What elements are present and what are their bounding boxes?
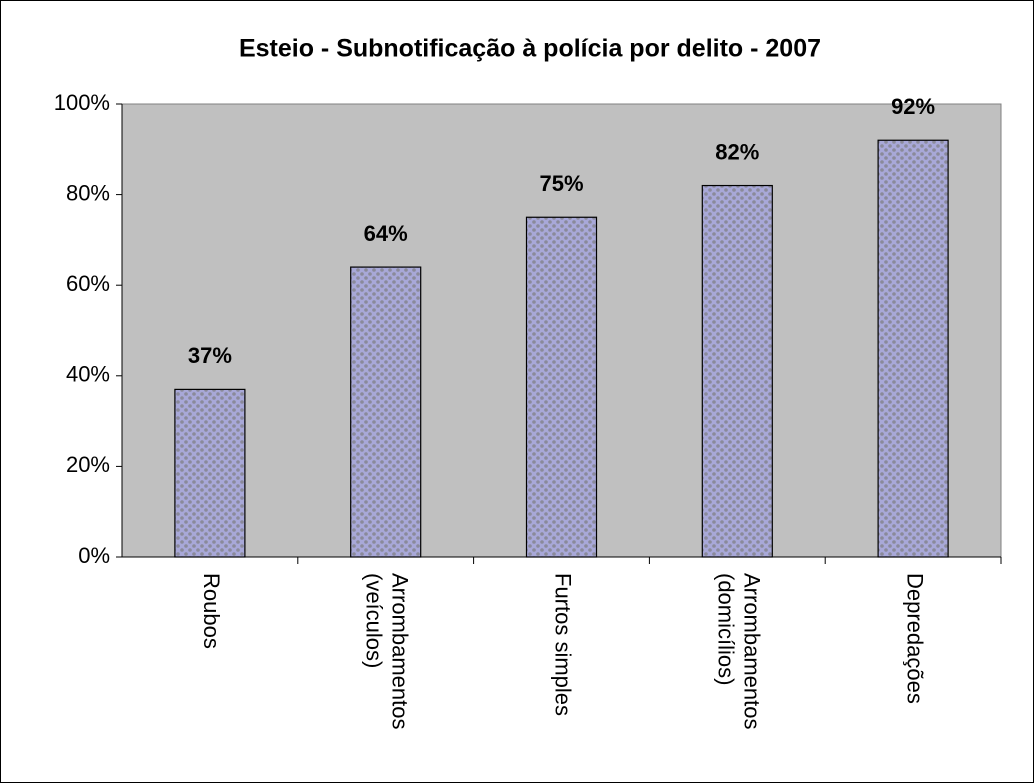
y-tick-label: 20% [66,452,110,477]
bar [877,139,949,558]
y-tick-label: 60% [66,271,110,296]
data-label: 82% [715,139,759,164]
bar [701,184,773,558]
data-label: 64% [364,221,408,246]
y-tick-label: 40% [66,362,110,387]
y-tick-label: 0% [78,543,110,568]
data-label: 37% [188,343,232,368]
bar [525,216,598,558]
chart-title: Esteio - Subnotificação à polícia por de… [239,35,821,63]
x-tick-label: Arrombamentos (veículos) [362,573,413,736]
x-tick-label: Furtos simples [551,573,576,716]
x-tick-label: Roubos [199,573,224,649]
bar [350,266,422,558]
data-label: 92% [891,94,935,119]
x-tick-label: Arrombamentos (domicílios) [713,573,764,736]
x-tick-label: Depredações [902,573,927,704]
y-tick-label: 80% [66,180,110,205]
bar [174,388,246,558]
data-label: 75% [539,171,583,196]
y-tick-label: 100% [54,90,110,115]
